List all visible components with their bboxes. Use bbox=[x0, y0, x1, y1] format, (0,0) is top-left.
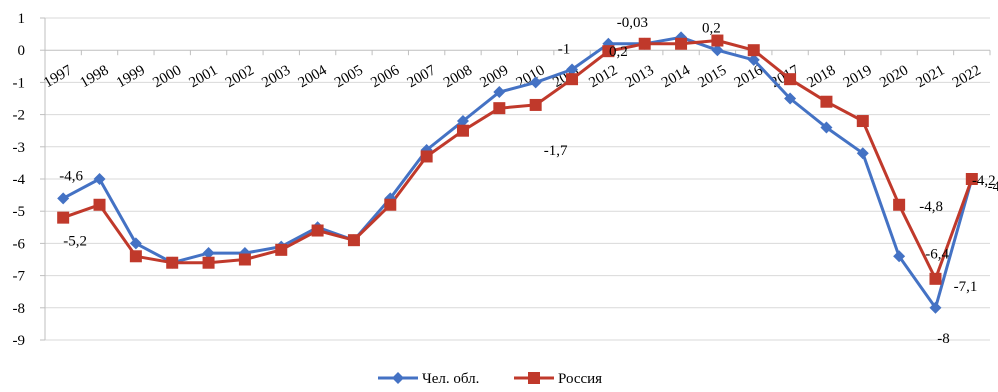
legend: Чел. обл. Россия bbox=[378, 371, 602, 387]
point-marker bbox=[857, 115, 869, 127]
x-tick-label: 2000 bbox=[150, 62, 184, 91]
x-tick-labels: 1997 1998 1999 2000 2001 2002 2003 2004 2005 2006… bbox=[41, 62, 984, 91]
x-tick-label: 2018 bbox=[804, 62, 838, 91]
x-tick-label: 1998 bbox=[78, 62, 112, 91]
data-label: -0,03 bbox=[617, 15, 648, 31]
y-tick-label: -8 bbox=[13, 301, 26, 317]
x-tick-label: 2020 bbox=[877, 62, 911, 91]
x-tick-label: 2001 bbox=[187, 62, 221, 91]
x-tick-label: 2022 bbox=[950, 62, 984, 91]
data-label: -6,4 bbox=[925, 246, 949, 262]
y-tick-label: 0 bbox=[18, 43, 26, 59]
point-marker bbox=[239, 254, 251, 266]
point-marker bbox=[820, 96, 832, 108]
point-marker bbox=[675, 38, 687, 50]
x-tick-label: 2012 bbox=[586, 62, 620, 91]
point-marker bbox=[57, 192, 69, 204]
x-tick-label: 1997 bbox=[41, 62, 75, 91]
point-marker bbox=[312, 225, 324, 237]
point-marker bbox=[421, 150, 433, 162]
point-marker bbox=[748, 44, 760, 56]
point-marker bbox=[203, 257, 215, 269]
point-marker bbox=[130, 237, 142, 249]
x-tick-label: 2013 bbox=[623, 62, 657, 91]
point-marker bbox=[530, 99, 542, 111]
point-marker bbox=[929, 273, 941, 285]
gridlines bbox=[45, 18, 990, 340]
point-marker bbox=[57, 212, 69, 224]
y-tick-labels: 1 0 -1 -2 -3 -4 -5 -6 -7 -8 -9 bbox=[13, 11, 26, 349]
x-tick-label: 2005 bbox=[332, 62, 366, 91]
y-tick-label: -3 bbox=[13, 140, 26, 156]
point-marker bbox=[94, 199, 106, 211]
x-tick-label: 2007 bbox=[405, 62, 439, 91]
point-marker bbox=[784, 73, 796, 85]
y-tick-label: -6 bbox=[13, 236, 26, 252]
point-marker bbox=[893, 199, 905, 211]
x-tick-label: 2009 bbox=[477, 62, 511, 91]
y-tick-label: -1 bbox=[13, 75, 26, 91]
point-marker bbox=[384, 199, 396, 211]
point-marker bbox=[94, 173, 106, 185]
x-tick-label: 2008 bbox=[441, 62, 475, 91]
data-label: -1 bbox=[558, 42, 571, 58]
y-tick-label: -9 bbox=[13, 333, 26, 349]
point-marker bbox=[639, 38, 651, 50]
data-label: -8 bbox=[937, 331, 950, 347]
x-tick-label: 2021 bbox=[913, 62, 947, 91]
legend-label: Чел. обл. bbox=[422, 371, 479, 387]
x-tick-label: 2006 bbox=[368, 62, 402, 91]
y-tick-label: -2 bbox=[13, 108, 26, 124]
data-label: -7,1 bbox=[954, 279, 978, 295]
data-label: 0,2 bbox=[702, 21, 721, 37]
y-tick-label: -7 bbox=[13, 269, 26, 285]
x-tick-label: 2014 bbox=[659, 62, 693, 91]
legend-marker bbox=[528, 372, 540, 384]
y-tick-label: -5 bbox=[13, 204, 26, 220]
data-label: -4,6 bbox=[59, 168, 83, 184]
legend-label: Россия bbox=[558, 371, 602, 387]
point-marker bbox=[348, 234, 360, 246]
point-marker bbox=[130, 250, 142, 262]
y-tick-label: 1 bbox=[18, 11, 26, 27]
x-tick-label: 2004 bbox=[296, 62, 330, 91]
data-label: -5,2 bbox=[63, 234, 87, 250]
point-marker bbox=[275, 244, 287, 256]
x-tick-label: 1999 bbox=[114, 62, 148, 91]
y-tick-label: -4 bbox=[13, 172, 26, 188]
x-tick-label: 2002 bbox=[223, 62, 257, 91]
data-label: -4 bbox=[988, 179, 998, 195]
point-marker bbox=[493, 102, 505, 114]
x-tick-label: 2015 bbox=[695, 62, 729, 91]
data-label: -4,8 bbox=[919, 199, 943, 215]
data-label: 0,2 bbox=[609, 44, 628, 60]
data-labels: -4,6 -5,2 -1 -1,7 0,2 -0,03 0,2 -4,8 -6,4 -7,1 -8 -… bbox=[59, 15, 998, 347]
point-marker bbox=[457, 125, 469, 137]
point-marker bbox=[566, 73, 578, 85]
legend-marker bbox=[392, 372, 404, 384]
point-marker bbox=[166, 257, 178, 269]
data-label: -1,7 bbox=[544, 143, 568, 159]
x-tick-label: 2003 bbox=[259, 62, 293, 91]
x-tick-label: 2019 bbox=[841, 62, 875, 91]
